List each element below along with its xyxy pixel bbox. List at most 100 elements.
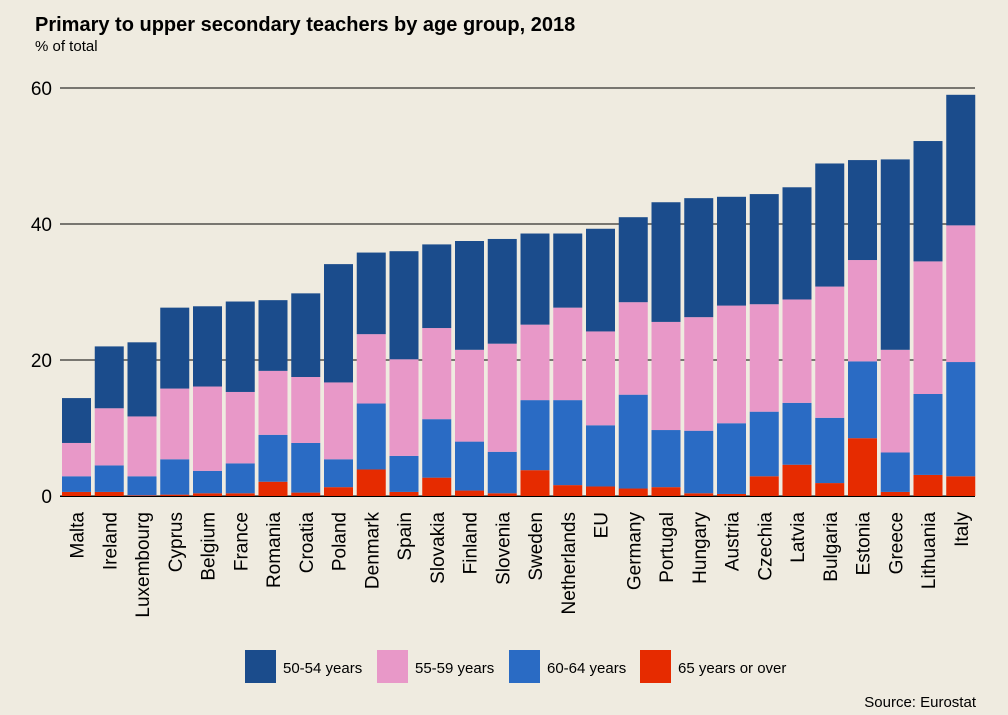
bar-65-years-or-over-slovenia bbox=[487, 493, 517, 496]
bar-65-years-or-over-malta bbox=[62, 491, 91, 496]
bar-60-64-years-croatia bbox=[291, 442, 321, 493]
x-tick-label-malta: Malta bbox=[68, 512, 89, 559]
bar-50-54-years-sweden bbox=[520, 233, 550, 325]
bar-65-years-or-over-spain bbox=[389, 491, 419, 496]
bar-60-64-years-france bbox=[225, 463, 255, 494]
bar-50-54-years-denmark bbox=[356, 252, 386, 335]
bar-65-years-or-over-finland bbox=[455, 490, 484, 496]
bar-50-54-years-hungary bbox=[684, 198, 714, 318]
bar-50-54-years-austria bbox=[717, 196, 746, 306]
bar-55-59-years-cyprus bbox=[160, 388, 190, 460]
bar-65-years-or-over-cyprus bbox=[160, 494, 190, 496]
bar-55-59-years-slovakia bbox=[422, 328, 452, 420]
legend-swatch-50-54-years bbox=[245, 650, 276, 683]
x-tick-label-cyprus: Cyprus bbox=[166, 512, 187, 572]
x-tick-label-spain: Spain bbox=[395, 512, 416, 561]
bar-55-59-years-slovenia bbox=[487, 343, 517, 452]
bar-50-54-years-slovakia bbox=[422, 244, 452, 329]
bar-65-years-or-over-eu bbox=[586, 486, 615, 496]
bar-50-54-years-malta bbox=[62, 398, 91, 443]
bar-55-59-years-poland bbox=[324, 382, 353, 460]
bar-55-59-years-germany bbox=[618, 302, 648, 395]
bar-60-64-years-ireland bbox=[94, 465, 124, 492]
bar-50-54-years-slovenia bbox=[487, 238, 517, 344]
bar-65-years-or-over-lithuania bbox=[913, 474, 943, 496]
bar-60-64-years-slovenia bbox=[487, 451, 517, 494]
bar-55-59-years-hungary bbox=[684, 317, 714, 431]
bar-50-54-years-belgium bbox=[193, 306, 222, 387]
legend-label-65-years-or-over: 65 years or over bbox=[678, 660, 786, 677]
bar-60-64-years-netherlands bbox=[553, 400, 583, 486]
bar-55-59-years-belgium bbox=[193, 386, 222, 471]
x-tick-label-italy: Italy bbox=[952, 512, 973, 547]
x-tick-label-ireland: Ireland bbox=[100, 512, 121, 570]
x-tick-label-slovenia: Slovenia bbox=[493, 512, 514, 585]
bar-55-59-years-estonia bbox=[848, 260, 877, 362]
bar-65-years-or-over-hungary bbox=[684, 493, 714, 496]
bar-55-59-years-greece bbox=[880, 349, 910, 453]
bar-60-64-years-bulgaria bbox=[815, 417, 845, 484]
x-tick-label-denmark: Denmark bbox=[362, 512, 383, 590]
bar-60-64-years-lithuania bbox=[913, 394, 943, 475]
bar-55-59-years-luxembourg bbox=[127, 416, 157, 477]
x-tick-label-czechia: Czechia bbox=[755, 512, 776, 581]
bar-55-59-years-ireland bbox=[94, 408, 124, 466]
bar-65-years-or-over-slovakia bbox=[422, 477, 452, 496]
bar-50-54-years-germany bbox=[618, 217, 648, 303]
bar-65-years-or-over-denmark bbox=[356, 469, 386, 496]
bar-60-64-years-finland bbox=[455, 441, 484, 491]
x-tick-label-netherlands: Netherlands bbox=[559, 512, 580, 614]
x-tick-label-eu: EU bbox=[592, 512, 613, 538]
x-tick-label-greece: Greece bbox=[886, 512, 907, 574]
bar-60-64-years-slovakia bbox=[422, 419, 452, 478]
bar-65-years-or-over-sweden bbox=[520, 470, 550, 496]
bar-60-64-years-belgium bbox=[193, 470, 222, 494]
bar-65-years-or-over-greece bbox=[880, 491, 910, 496]
bar-50-54-years-luxembourg bbox=[127, 342, 157, 417]
bar-60-64-years-hungary bbox=[684, 430, 714, 494]
legend-label-55-59-years: 55-59 years bbox=[415, 660, 494, 677]
x-tick-label-austria: Austria bbox=[723, 512, 744, 572]
legend-swatch-65-years-or-over bbox=[640, 650, 671, 683]
bar-55-59-years-bulgaria bbox=[815, 286, 845, 418]
bar-55-59-years-finland bbox=[455, 349, 484, 442]
bar-65-years-or-over-croatia bbox=[291, 492, 321, 496]
bar-50-54-years-italy bbox=[946, 94, 976, 226]
x-tick-label-finland: Finland bbox=[461, 512, 482, 574]
chart-title: Primary to upper secondary teachers by a… bbox=[35, 14, 576, 36]
bar-65-years-or-over-belgium bbox=[193, 493, 222, 496]
bar-65-years-or-over-czechia bbox=[749, 476, 779, 496]
bar-50-54-years-spain bbox=[389, 251, 419, 360]
bar-60-64-years-austria bbox=[717, 423, 746, 494]
x-tick-label-slovakia: Slovakia bbox=[428, 512, 449, 584]
x-tick-label-hungary: Hungary bbox=[690, 512, 711, 584]
bar-60-64-years-poland bbox=[324, 459, 353, 488]
source-note: Source: Eurostat bbox=[864, 694, 976, 711]
legend-label-50-54-years: 50-54 years bbox=[283, 660, 362, 677]
bar-60-64-years-estonia bbox=[848, 361, 877, 439]
bar-65-years-or-over-luxembourg bbox=[127, 495, 157, 496]
bar-60-64-years-latvia bbox=[782, 402, 812, 465]
bar-55-59-years-romania bbox=[258, 370, 288, 435]
bar-50-54-years-netherlands bbox=[553, 233, 583, 308]
bar-50-54-years-czechia bbox=[749, 194, 779, 305]
bar-55-59-years-croatia bbox=[291, 377, 321, 443]
bar-65-years-or-over-germany bbox=[618, 488, 648, 496]
bar-50-54-years-bulgaria bbox=[815, 163, 845, 287]
bar-65-years-or-over-portugal bbox=[651, 487, 681, 496]
bar-55-59-years-malta bbox=[62, 442, 91, 477]
bar-60-64-years-luxembourg bbox=[127, 476, 157, 496]
bar-60-64-years-spain bbox=[389, 455, 419, 492]
x-tick-label-belgium: Belgium bbox=[199, 512, 220, 581]
bar-50-54-years-france bbox=[225, 301, 255, 392]
x-tick-label-france: France bbox=[231, 512, 252, 571]
x-tick-label-sweden: Sweden bbox=[526, 512, 547, 581]
bar-55-59-years-latvia bbox=[782, 299, 812, 403]
legend-swatch-55-59-years bbox=[377, 650, 408, 683]
bar-65-years-or-over-france bbox=[225, 493, 255, 496]
bar-65-years-or-over-latvia bbox=[782, 464, 812, 496]
bar-55-59-years-denmark bbox=[356, 334, 386, 404]
bar-65-years-or-over-estonia bbox=[848, 438, 877, 496]
bar-60-64-years-eu bbox=[586, 425, 615, 487]
bar-65-years-or-over-italy bbox=[946, 476, 976, 496]
